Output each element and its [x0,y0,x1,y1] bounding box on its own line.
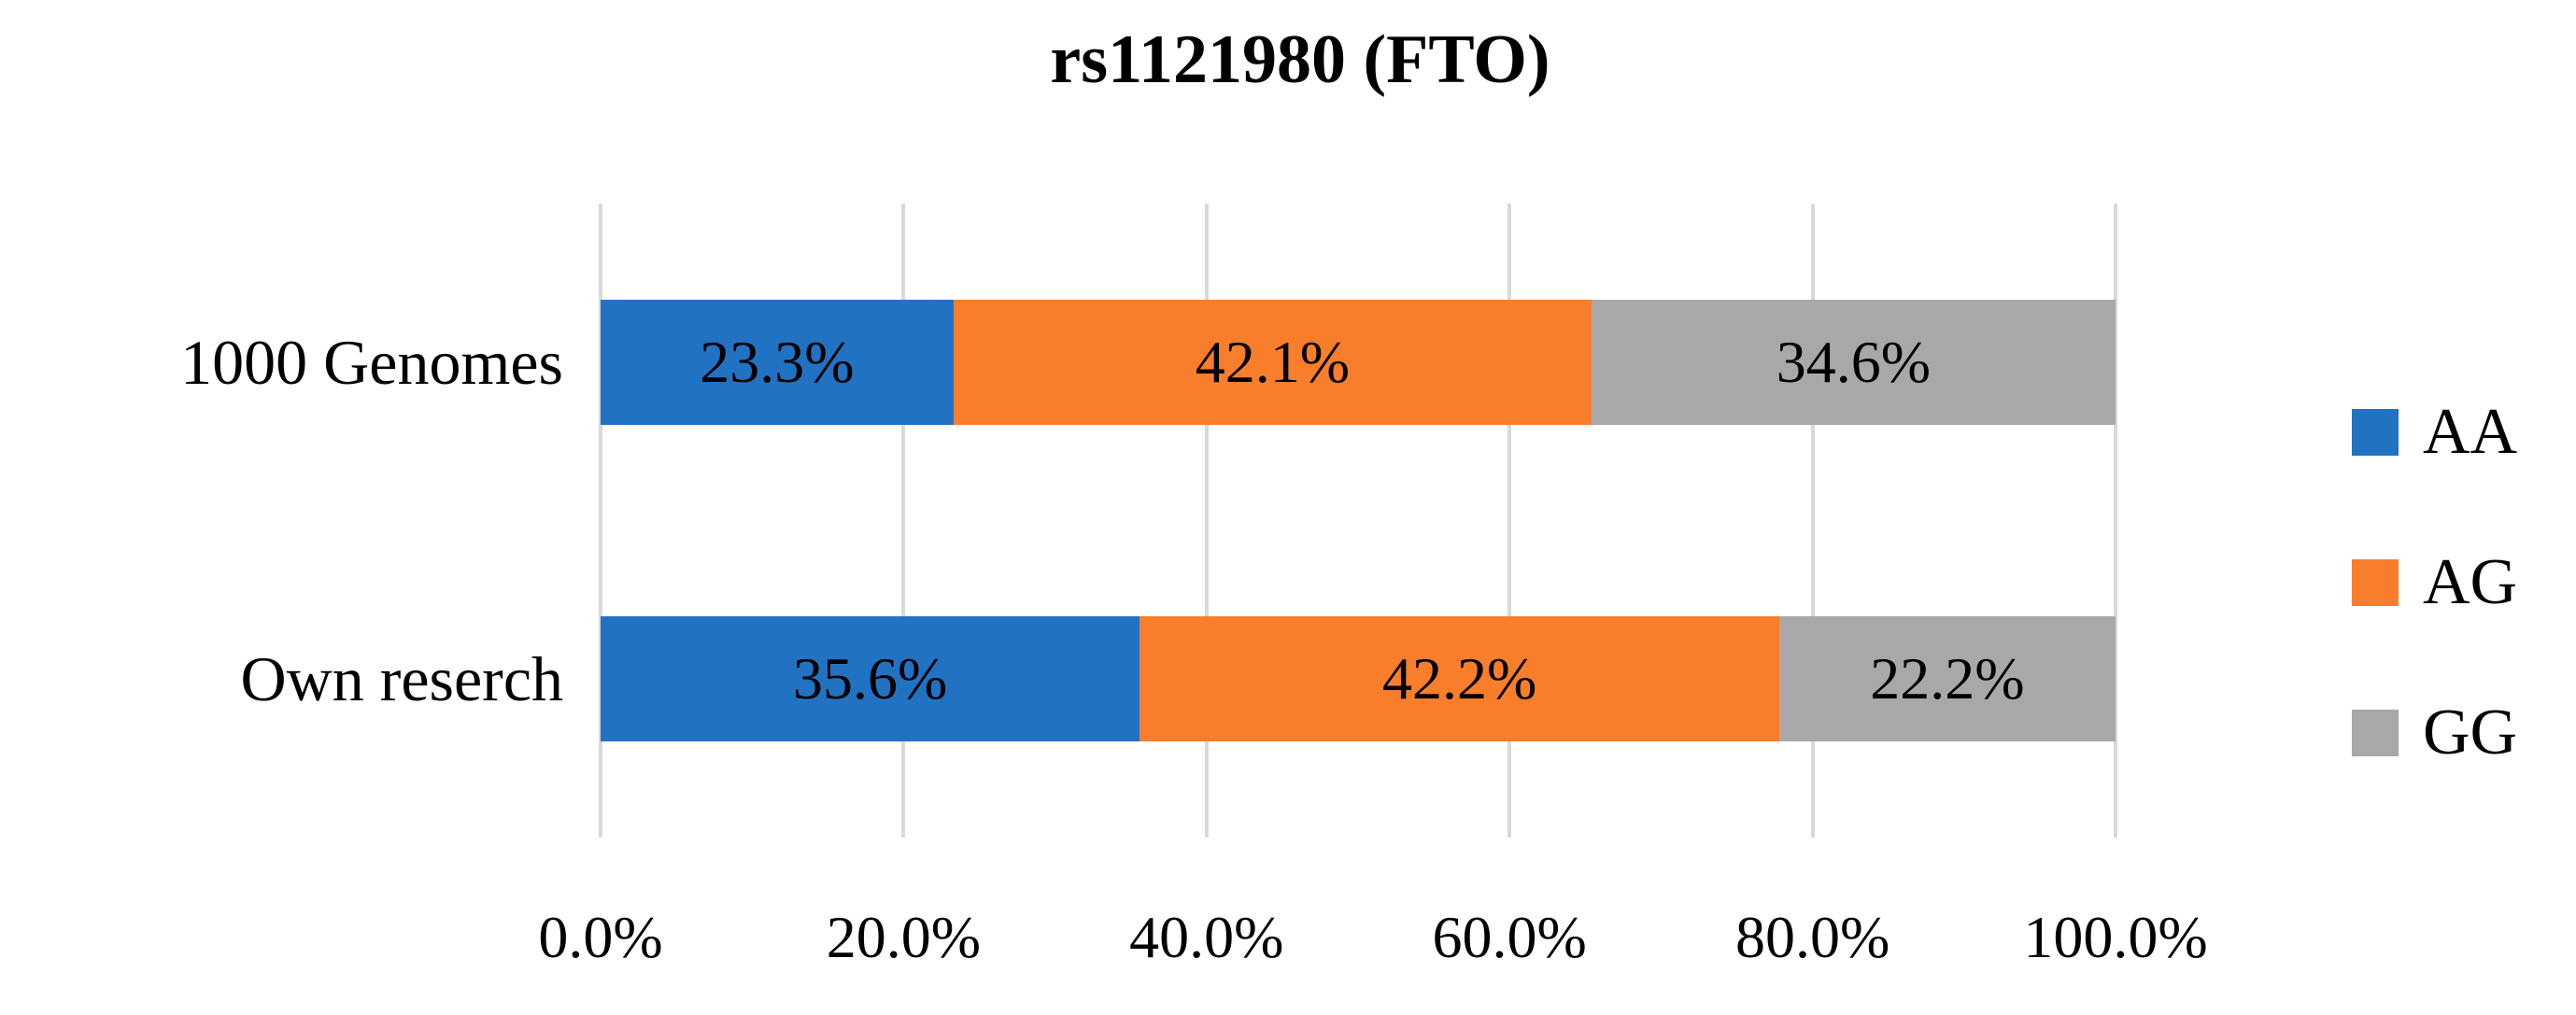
category-label: 1000 Genomes [180,327,563,398]
x-tick-label: 60.0% [1432,904,1587,970]
legend-item: AA [2352,396,2518,468]
legend-item: AG [2352,546,2518,618]
bar-segment: 34.6% [1591,300,2116,425]
bar-segment: 42.1% [953,300,1592,425]
legend-swatch-aa [2352,409,2399,456]
bar-segment-label: 42.2% [1382,645,1537,712]
x-tick-label: 20.0% [826,904,982,970]
x-tick-label: 0.0% [538,904,663,970]
legend-label: AG [2423,546,2518,618]
gridline [1507,204,1512,838]
bar-segment-label: 42.1% [1195,329,1350,395]
category-label: Own reserch [240,643,563,714]
bar-segment-label: 35.6% [793,645,948,712]
bar-row: 23.3% 42.1% 34.6% [601,300,2116,425]
x-tick-label: 40.0% [1129,904,1284,970]
bar-row: 35.6% 42.2% 22.2% [601,616,2116,741]
legend-swatch-ag [2352,559,2399,606]
legend-swatch-gg [2352,710,2399,756]
x-tick-label: 100.0% [2023,904,2208,970]
x-tick-label: 80.0% [1734,904,1890,970]
bar-segment-label: 34.6% [1776,329,1932,395]
legend-label: AA [2423,396,2518,468]
chart-title: rs1121980 (FTO) [1050,21,1550,98]
gridline [901,204,906,838]
legend-label: GG [2423,697,2518,768]
bar-segment: 42.2% [1139,616,1779,741]
gridline [1204,204,1209,838]
plot-area: 23.3% 42.1% 34.6% 35.6% 42.2% 22.2% [599,204,2117,838]
gridline [599,204,602,838]
legend-item: GG [2352,697,2518,768]
bar-segment: 35.6% [601,616,1140,741]
gridline [1810,204,1815,838]
bar-segment-label: 22.2% [1870,645,2025,712]
bar-segment: 23.3% [601,300,954,425]
bar-segment: 22.2% [1778,616,2116,741]
bar-segment-label: 23.3% [700,329,855,395]
gridline [2114,204,2117,838]
